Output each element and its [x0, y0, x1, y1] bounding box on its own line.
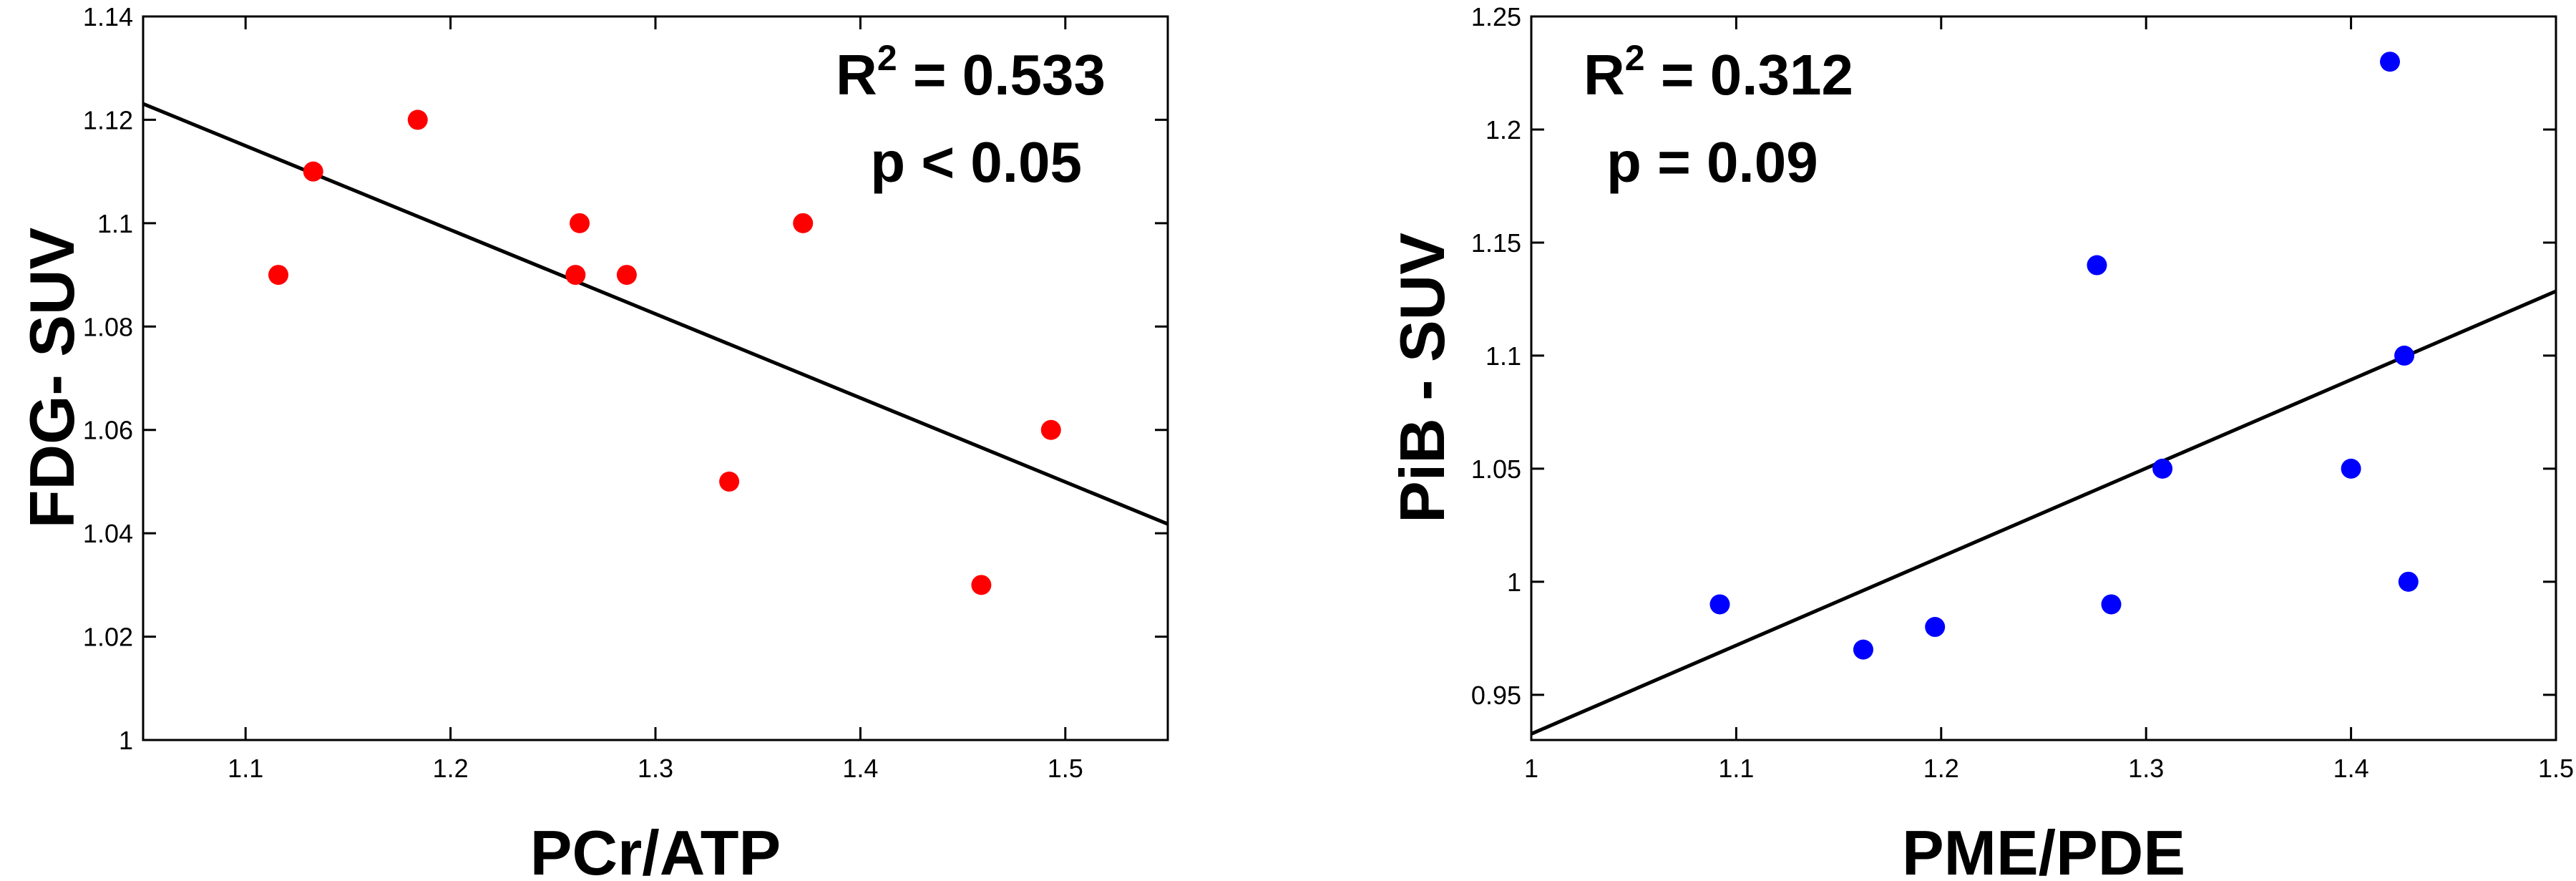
right-x-tick-label: 1.2	[1923, 754, 1959, 783]
left-y-tick-label: 1.1	[97, 209, 133, 238]
right-data-points	[1709, 52, 2419, 660]
right-data-point	[2341, 458, 2361, 479]
left-data-point	[565, 265, 586, 286]
left-ticks: 1.1 1.2 1.3 1.4 1.5 1 1.02 1.04 1.06 1.08 1.1 1.12 1…	[83, 2, 1168, 783]
right-y-tick-label: 1.1	[1485, 341, 1521, 371]
left-scatter-panel: 1.1 1.2 1.3 1.4 1.5 1 1.02 1.04 1.06 1.08 1.1 1.12 1…	[16, 2, 1169, 881]
left-x-tick-label: 1.2	[433, 754, 469, 783]
left-data-point	[407, 109, 428, 130]
right-y-tick-label: 1.25	[1471, 2, 1521, 31]
right-x-tick-label: 1.4	[2333, 754, 2369, 783]
left-data-point	[303, 161, 323, 182]
right-x-tick-label: 1	[1524, 754, 1538, 783]
right-r2-annotation: R2 = 0.312	[1584, 38, 1853, 107]
left-y-tick-label: 1.06	[83, 416, 133, 445]
right-scatter-panel: 1 1.1 1.2 1.3 1.4 1.50.9511.051.11.151.21.25 …	[1387, 2, 2574, 881]
right-data-point	[2152, 458, 2173, 479]
left-data-point	[570, 213, 590, 233]
right-data-point	[2380, 52, 2401, 72]
left-y-axis-label: FDG- SUV	[16, 227, 87, 528]
left-data-point	[793, 213, 814, 233]
right-data-point	[1853, 639, 1873, 660]
left-data-point	[616, 265, 637, 286]
left-plot-frame	[142, 15, 1169, 741]
left-data-point	[268, 265, 289, 286]
right-data-point	[2087, 255, 2107, 276]
left-y-tick-label: 1.08	[83, 312, 133, 341]
left-data-points	[268, 109, 1061, 595]
right-y-axis-label: PiB - SUV	[1387, 233, 1458, 523]
right-y-tick-label: 0.95	[1471, 681, 1521, 710]
left-x-tick-label: 1.4	[842, 754, 878, 783]
left-y-tick-label: 1.14	[83, 2, 133, 31]
right-data-point	[1709, 594, 1730, 615]
right-x-axis-label: PME/PDE	[1902, 817, 2185, 881]
right-x-tick-label: 1.3	[2128, 754, 2164, 783]
right-y-tick-label: 1.05	[1471, 454, 1521, 484]
right-x-tick-label: 1.1	[1718, 754, 1754, 783]
right-data-point	[1925, 617, 1946, 638]
left-p-annotation: p < 0.05	[870, 130, 1082, 194]
right-y-tick-label: 1	[1507, 568, 1521, 597]
left-y-tick-label: 1	[119, 726, 133, 755]
right-p-annotation: p = 0.09	[1606, 130, 1818, 194]
left-x-axis-label: PCr/ATP	[530, 817, 781, 881]
right-y-tick-label: 1.15	[1471, 228, 1521, 258]
right-ticks: 1 1.1 1.2 1.3 1.4 1.5 0.95 1 1.05 1.1 1.15 1.2 1.25	[1471, 2, 2574, 783]
left-data-point	[971, 575, 992, 595]
left-data-point	[719, 471, 740, 492]
left-y-tick-label: 1.12	[83, 105, 133, 135]
left-y-tick-label: 1.04	[83, 519, 133, 548]
right-data-point	[2394, 345, 2415, 366]
left-x-tick-label: 1.5	[1048, 754, 1083, 783]
right-fit-line	[1531, 289, 2557, 736]
right-y-tick-label: 1.2	[1485, 115, 1521, 145]
left-y-tick-label: 1.02	[83, 623, 133, 652]
right-x-tick-label: 1.5	[2538, 754, 2574, 783]
right-plot-frame	[1530, 15, 2557, 741]
left-data-point	[1040, 419, 1061, 440]
right-data-point	[2101, 594, 2122, 615]
right-data-point	[2398, 571, 2419, 592]
left-x-tick-label: 1.3	[638, 754, 673, 783]
left-x-tick-label: 1.1	[228, 754, 263, 783]
left-r2-annotation: R2 = 0.533	[836, 38, 1106, 107]
